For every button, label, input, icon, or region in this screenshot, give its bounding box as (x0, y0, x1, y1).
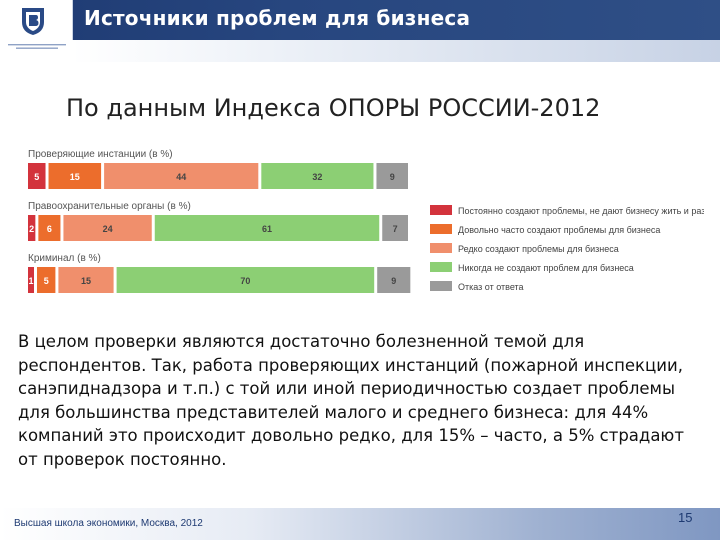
bar-segment (58, 267, 114, 293)
bar-value-label: 24 (103, 224, 113, 234)
bar-value-label: 15 (70, 172, 80, 182)
bar-value-label: 32 (312, 172, 322, 182)
logo (0, 0, 73, 62)
bar-value-label: 7 (393, 224, 398, 234)
legend-label: Никогда не создают проблем для бизнеса (458, 263, 634, 273)
body-paragraph: В целом проверки являются достаточно бол… (18, 332, 684, 469)
legend-label: Довольно часто создают проблемы для бизн… (458, 225, 660, 235)
bar-segment (116, 267, 375, 293)
category-label: Проверяющие инстанции (в %) (28, 149, 173, 160)
legend-label: Постоянно создают проблемы, не дают бизн… (458, 206, 704, 216)
bar-segment (104, 163, 259, 189)
bar-value-label: 6 (47, 224, 52, 234)
page-title: Источники проблем для бизнеса (84, 6, 471, 30)
bar-segment (377, 267, 411, 293)
bar-value-label: 5 (34, 172, 39, 182)
legend-swatch (430, 224, 452, 234)
legend-label: Редко создают проблемы для бизнеса (458, 244, 619, 254)
category-label: Криминал (в %) (28, 253, 101, 264)
page-number: 15 (678, 510, 693, 525)
bar-value-label: 44 (176, 172, 186, 182)
legend-label: Отказ от ответа (458, 282, 524, 292)
bar-value-label: 5 (44, 276, 49, 286)
bar-value-label: 1 (28, 276, 33, 286)
header-sub-gradient (72, 40, 720, 62)
logo-caption-lines (8, 44, 66, 49)
footer-bar (0, 508, 720, 540)
bar-segment (382, 215, 408, 241)
hse-shield-icon (22, 8, 44, 35)
bar-segment (28, 163, 46, 189)
bar-value-label: 9 (391, 276, 396, 286)
bar-segment (48, 163, 102, 189)
bar-segment (28, 215, 36, 241)
category-label: Правоохранительные органы (в %) (28, 201, 191, 212)
bar-segment (376, 163, 408, 189)
footer-caption: Высшая школа экономики, Москва, 2012 (14, 518, 203, 529)
bar-value-label: 61 (262, 224, 272, 234)
bar-segment (28, 267, 34, 293)
bar-value-label: 70 (240, 276, 250, 286)
stacked-bar-chart: Проверяющие инстанции (в %)5 15 44 32 9Право… (28, 149, 704, 293)
bar-segment (37, 267, 56, 293)
legend-swatch (430, 262, 452, 272)
bar-segment (63, 215, 152, 241)
bar-value-label: 15 (81, 276, 91, 286)
bar-segment (38, 215, 61, 241)
bar-segment (261, 163, 374, 189)
legend-swatch (430, 205, 452, 215)
legend-swatch (430, 281, 452, 291)
legend-swatch (430, 243, 452, 253)
bar-segment (154, 215, 380, 241)
slide-subtitle: По данным Индекса ОПОРЫ РОССИИ-2012 (66, 94, 601, 122)
bar-value-label: 9 (390, 172, 395, 182)
bar-value-label: 2 (29, 224, 34, 234)
header-bar (0, 0, 720, 40)
